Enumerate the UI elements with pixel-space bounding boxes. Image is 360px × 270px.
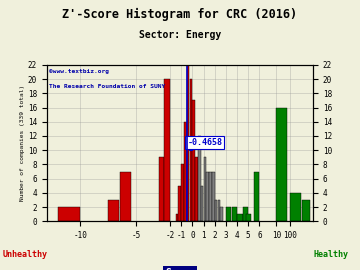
Bar — [291, 193, 301, 221]
Bar — [220, 207, 223, 221]
Bar — [192, 100, 195, 221]
Text: Unhealthy: Unhealthy — [3, 250, 48, 259]
Bar — [217, 200, 220, 221]
Bar — [254, 171, 260, 221]
Bar — [58, 207, 80, 221]
Bar — [176, 214, 178, 221]
Text: ©www.textbiz.org: ©www.textbiz.org — [49, 69, 109, 75]
Bar — [178, 186, 181, 221]
Text: Z'-Score Histogram for CRC (2016): Z'-Score Histogram for CRC (2016) — [62, 8, 298, 21]
Text: Healthy: Healthy — [314, 250, 349, 259]
Bar — [187, 65, 189, 221]
Bar — [209, 171, 212, 221]
Bar — [246, 214, 251, 221]
Bar — [206, 171, 209, 221]
Bar — [108, 200, 120, 221]
Bar — [231, 207, 237, 221]
Bar — [243, 207, 248, 221]
Bar — [215, 200, 217, 221]
Bar — [165, 79, 170, 221]
Bar — [212, 171, 215, 221]
Bar — [198, 136, 201, 221]
Y-axis label: Number of companies (339 total): Number of companies (339 total) — [20, 85, 25, 201]
Text: Sector: Energy: Sector: Energy — [139, 30, 221, 40]
Bar — [181, 164, 184, 221]
Bar — [203, 157, 206, 221]
Text: -0.4658: -0.4658 — [187, 138, 222, 147]
Bar — [276, 107, 287, 221]
Bar — [237, 214, 243, 221]
Bar — [201, 186, 203, 221]
Bar — [190, 79, 192, 221]
Bar — [159, 157, 164, 221]
Bar — [195, 157, 198, 221]
Text: Score: Score — [165, 268, 195, 270]
Bar — [120, 171, 131, 221]
Bar — [302, 200, 310, 221]
Bar — [226, 207, 231, 221]
Bar — [184, 122, 187, 221]
Text: The Research Foundation of SUNY: The Research Foundation of SUNY — [49, 84, 166, 89]
